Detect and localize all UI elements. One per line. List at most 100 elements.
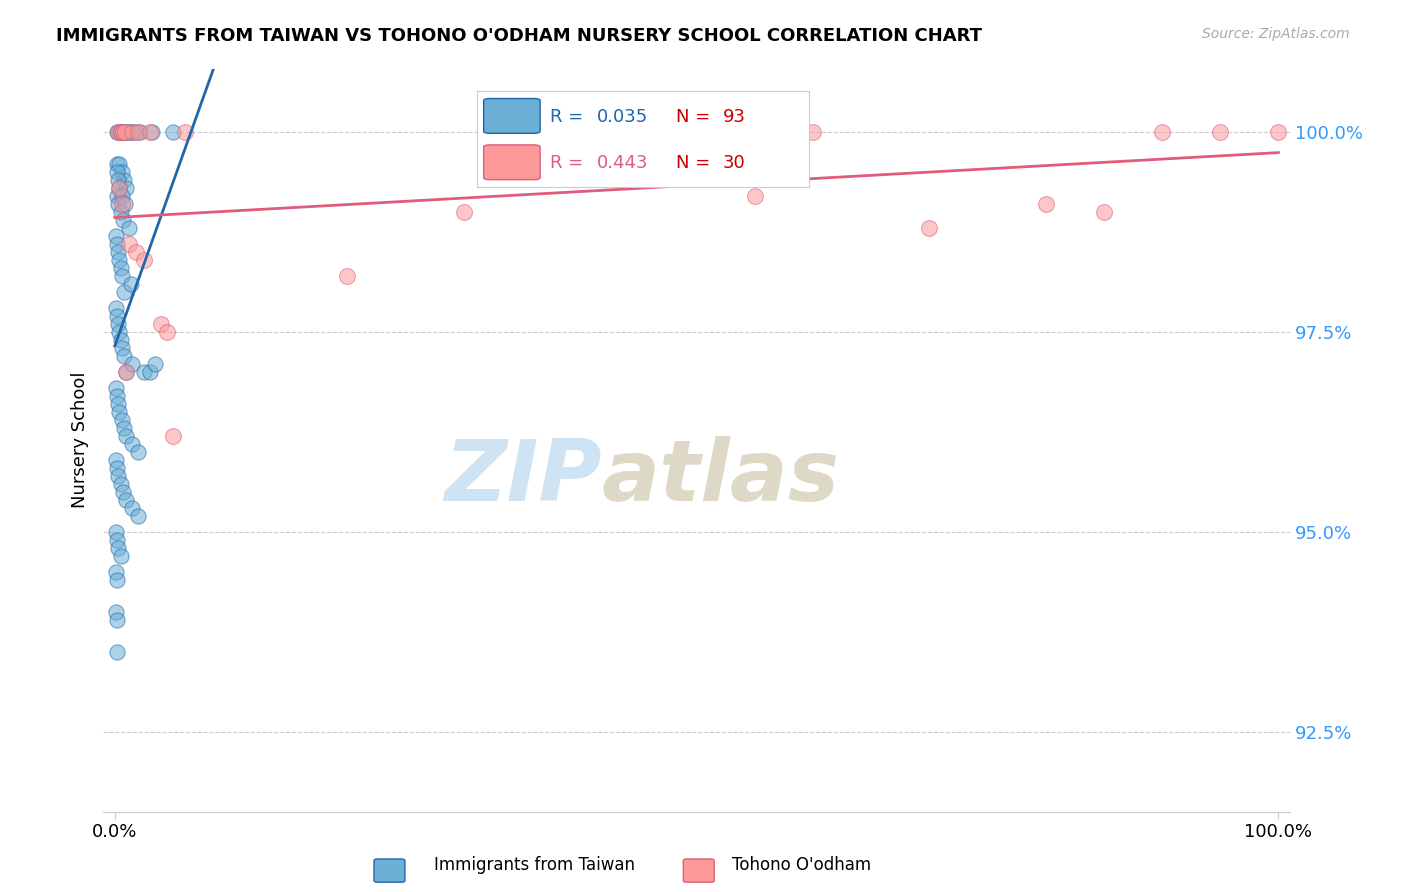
Point — [110, 125, 132, 139]
Text: atlas: atlas — [602, 435, 839, 518]
Point — [112, 173, 135, 187]
Point — [104, 381, 127, 395]
Point — [105, 309, 128, 323]
Text: IMMIGRANTS FROM TAIWAN VS TOHONO O'ODHAM NURSERY SCHOOL CORRELATION CHART: IMMIGRANTS FROM TAIWAN VS TOHONO O'ODHAM… — [56, 27, 983, 45]
Text: ZIP: ZIP — [444, 435, 602, 518]
Point — [105, 461, 128, 475]
Point — [111, 341, 134, 355]
Point — [1035, 197, 1057, 211]
Point — [112, 125, 135, 139]
Point — [111, 165, 134, 179]
Point — [111, 125, 134, 139]
Point — [127, 125, 149, 139]
Point — [105, 157, 128, 171]
Point — [744, 189, 766, 203]
Point — [107, 197, 129, 211]
Point — [918, 221, 941, 235]
Point — [104, 229, 127, 244]
Point — [108, 405, 131, 419]
Point — [112, 349, 135, 363]
Point — [117, 125, 139, 139]
Point — [115, 365, 138, 379]
Point — [121, 125, 143, 139]
Point — [108, 125, 131, 139]
Point — [112, 285, 135, 300]
Point — [453, 205, 475, 219]
Point — [107, 125, 129, 139]
Point — [132, 253, 155, 268]
Point — [111, 413, 134, 427]
Point — [107, 397, 129, 411]
Point — [105, 165, 128, 179]
Point — [569, 125, 592, 139]
Point — [105, 533, 128, 547]
Point — [1209, 125, 1232, 139]
Text: Tohono O'odham: Tohono O'odham — [733, 855, 870, 873]
Point — [111, 197, 134, 211]
Point — [121, 437, 143, 451]
Point — [105, 189, 128, 203]
Point — [105, 389, 128, 403]
Point — [110, 549, 132, 563]
Point — [127, 508, 149, 523]
Point — [114, 197, 136, 211]
Point — [114, 125, 136, 139]
Point — [111, 213, 134, 227]
Point — [150, 317, 173, 331]
Point — [121, 357, 143, 371]
Point — [107, 317, 129, 331]
Point — [105, 613, 128, 627]
Point — [107, 173, 129, 187]
Point — [115, 125, 138, 139]
Point — [115, 365, 138, 379]
Point — [111, 125, 134, 139]
Point — [118, 125, 141, 139]
Point — [110, 261, 132, 276]
Point — [108, 181, 131, 195]
Point — [162, 429, 184, 443]
Point — [110, 205, 132, 219]
Point — [115, 429, 138, 443]
Point — [156, 325, 179, 339]
Point — [104, 524, 127, 539]
Point — [173, 125, 195, 139]
Point — [107, 245, 129, 260]
Point — [111, 189, 134, 203]
Point — [105, 125, 128, 139]
Point — [104, 565, 127, 579]
Point — [111, 125, 134, 139]
Point — [105, 573, 128, 587]
Point — [111, 269, 134, 284]
Point — [115, 181, 138, 195]
Point — [141, 125, 163, 139]
Point — [129, 125, 152, 139]
Point — [132, 365, 155, 379]
Point — [127, 445, 149, 459]
Point — [111, 485, 134, 500]
Point — [801, 125, 824, 139]
Point — [112, 421, 135, 435]
Point — [125, 125, 148, 139]
Point — [110, 477, 132, 491]
Point — [685, 125, 707, 139]
Point — [118, 237, 141, 252]
Point — [138, 125, 160, 139]
Point — [336, 269, 359, 284]
Point — [105, 645, 128, 659]
Point — [121, 500, 143, 515]
Point — [110, 125, 132, 139]
Point — [105, 237, 128, 252]
Point — [107, 541, 129, 555]
Point — [107, 469, 129, 483]
Point — [108, 157, 131, 171]
Point — [1267, 125, 1289, 139]
Point — [104, 453, 127, 467]
Point — [1092, 205, 1115, 219]
Point — [108, 181, 131, 195]
Point — [104, 301, 127, 316]
Text: Source: ZipAtlas.com: Source: ZipAtlas.com — [1202, 27, 1350, 41]
Point — [121, 125, 143, 139]
Point — [138, 365, 160, 379]
Point — [1150, 125, 1173, 139]
Point — [120, 277, 142, 292]
